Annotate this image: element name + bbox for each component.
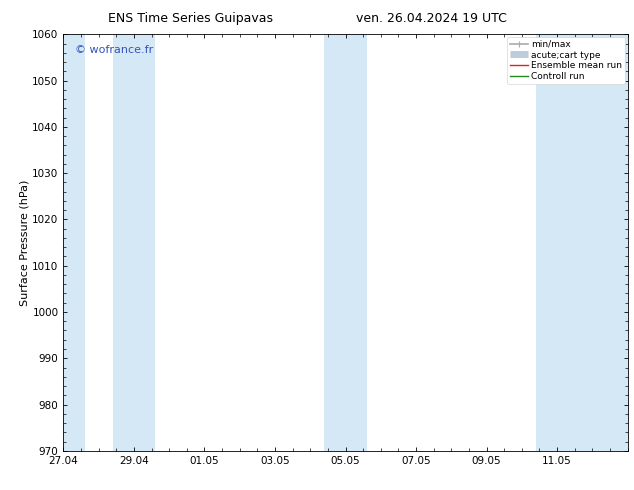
Bar — [325, 34, 366, 451]
Bar — [63, 34, 84, 451]
Text: ven. 26.04.2024 19 UTC: ven. 26.04.2024 19 UTC — [356, 12, 507, 25]
Bar — [536, 34, 628, 451]
Legend: min/max, acute;cart type, Ensemble mean run, Controll run: min/max, acute;cart type, Ensemble mean … — [507, 37, 625, 84]
Y-axis label: Surface Pressure (hPa): Surface Pressure (hPa) — [20, 179, 30, 306]
Text: © wofrance.fr: © wofrance.fr — [75, 45, 153, 55]
Bar — [113, 34, 155, 451]
Text: ENS Time Series Guipavas: ENS Time Series Guipavas — [108, 12, 273, 25]
